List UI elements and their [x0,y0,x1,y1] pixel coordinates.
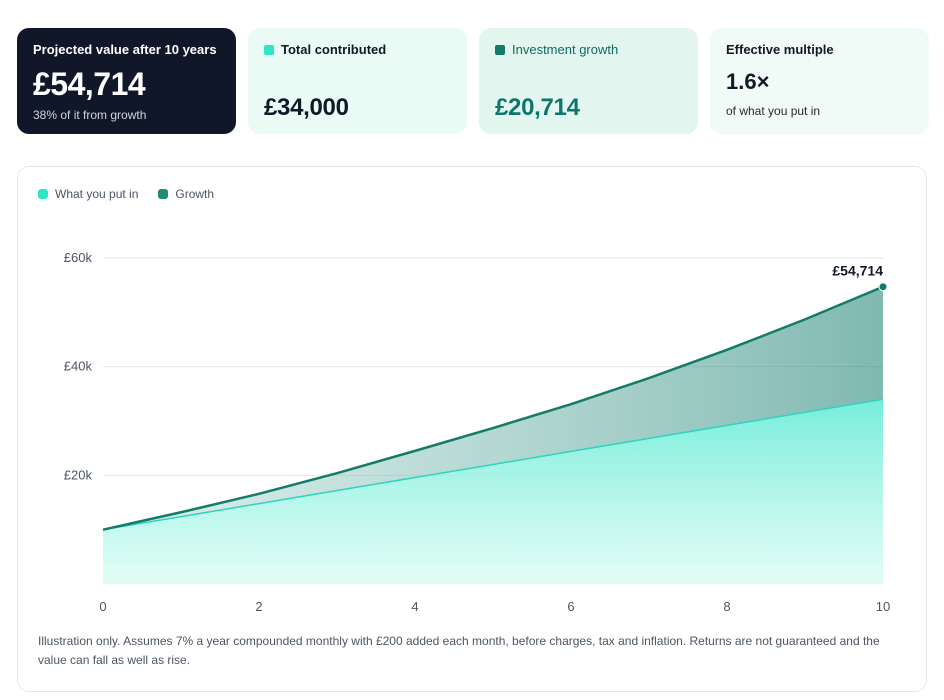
x-tick-label: 0 [99,599,106,614]
x-tick-label: 4 [411,599,418,614]
effective-multiple-card: Effective multiple 1.6× of what you put … [710,28,929,134]
total-value-line [102,285,884,531]
x-tick-label: 2 [255,599,262,614]
total-contributed-value: £34,000 [264,94,349,121]
growth-swatch-icon [495,45,505,55]
x-tick-label: 10 [876,599,890,614]
x-tick-label: 6 [567,599,574,614]
y-tick-label: £60k [64,250,93,265]
y-tick-label: £40k [64,359,93,374]
y-tick-label: £20k [64,467,93,482]
effective-multiple-value: 1.6× [726,69,770,94]
contributed-line [102,398,884,531]
end-point-marker [878,282,888,292]
legend-item-growth: Growth [158,187,214,201]
legend-swatch-contributed-icon [38,189,48,199]
investment-growth-card: Investment growth £20,714 [479,28,698,134]
contributed-swatch-icon [264,45,274,55]
investment-growth-label: Investment growth [512,42,619,57]
summary-cards: Projected value after 10 years £54,714 3… [17,28,929,134]
growth-area [103,286,883,530]
legend-item-contributed: What you put in [38,187,138,201]
projection-area-chart: £20k £40k £60k 0 2 4 6 8 10 £54,714 [64,250,890,614]
projected-value-card: Projected value after 10 years £54,714 3… [17,28,236,134]
effective-multiple-subtext: of what you put in [726,104,821,118]
projected-value: £54,714 [33,66,146,102]
chart-footnote: Illustration only. Assumes 7% a year com… [38,634,880,667]
end-value-label: £54,714 [832,263,883,279]
investment-growth-value: £20,714 [495,94,580,121]
projected-value-label: Projected value after 10 years [33,42,217,57]
total-contributed-label: Total contributed [281,42,387,57]
legend-label-contributed: What you put in [55,187,139,201]
effective-multiple-label: Effective multiple [726,42,834,57]
chart-legend: What you put in Growth [38,187,214,201]
projected-value-subtext: 38% of it from growth [33,108,147,122]
contributed-area [103,399,883,584]
chart-panel: What you put in Growth £20k £40k £60k 0 2 4 6 8… [17,166,927,692]
total-contributed-card: Total contributed £34,000 [248,28,467,134]
legend-swatch-growth-icon [158,189,169,199]
legend-label-growth: Growth [175,187,215,201]
x-tick-label: 8 [723,599,730,614]
